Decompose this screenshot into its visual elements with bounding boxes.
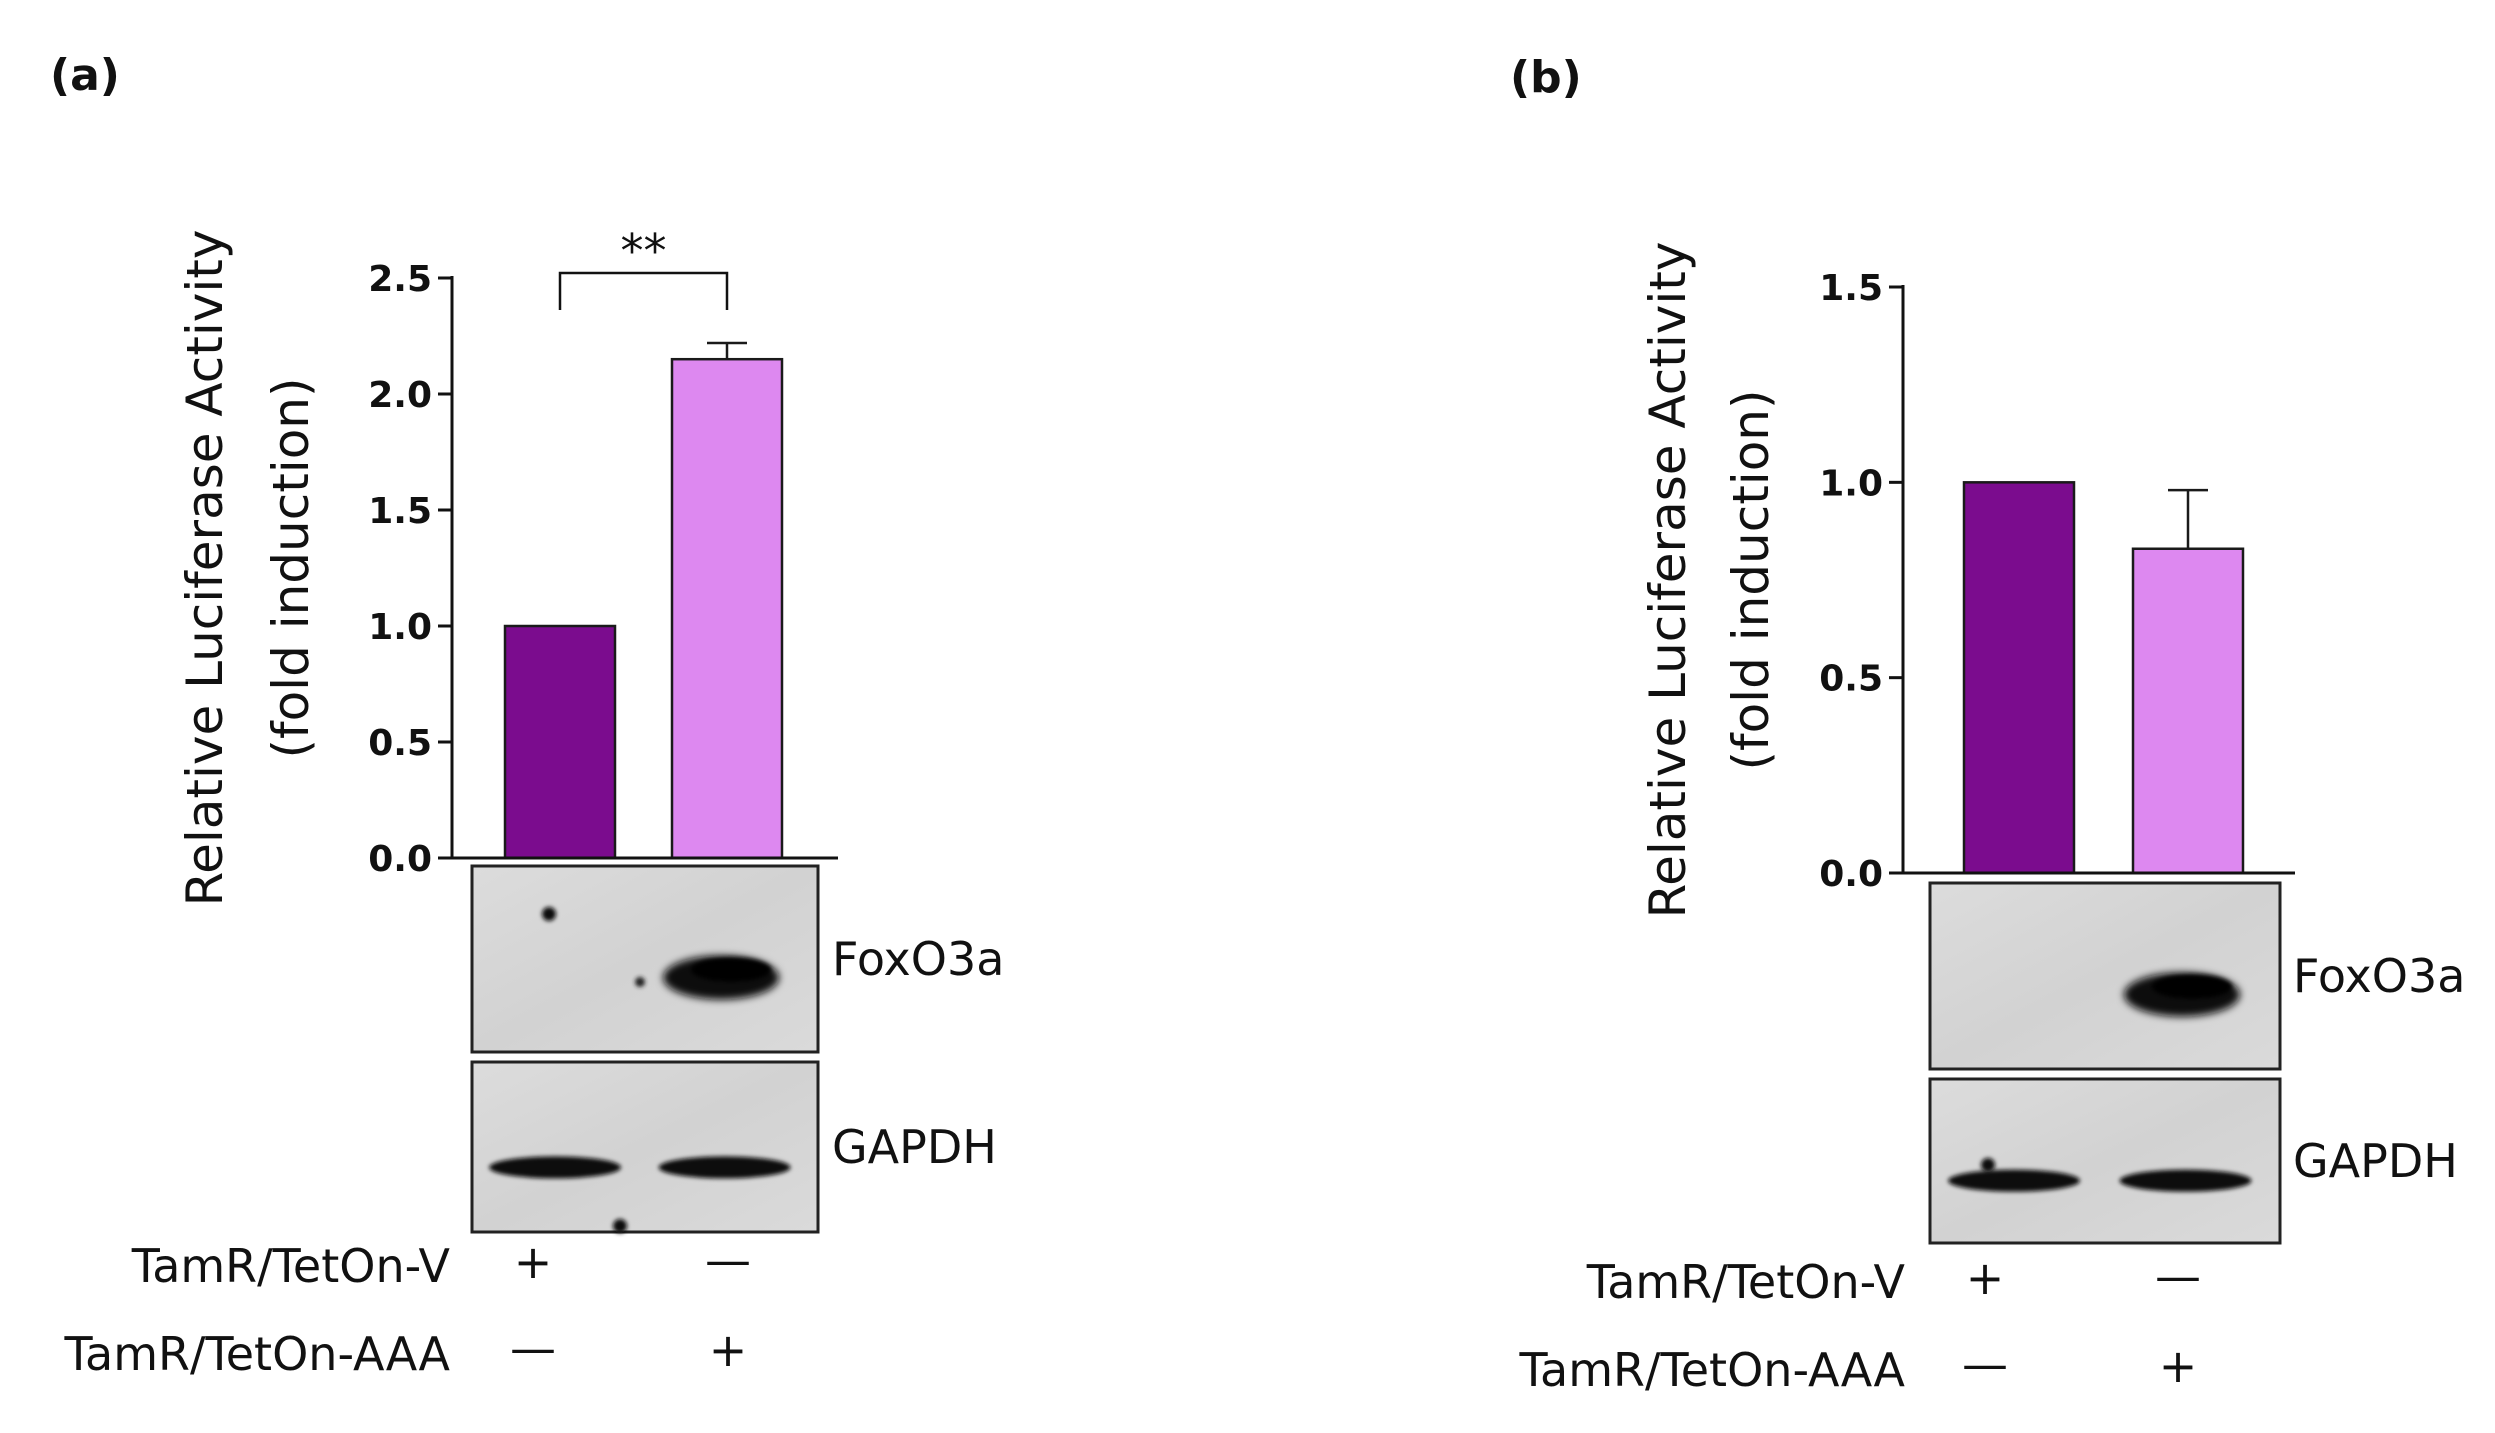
blot-band [658,1156,791,1179]
minus-sign: — [705,1233,751,1287]
y-axis-label-units: (fold induction) [1722,389,1780,770]
condition-label: TamR/TetOn-V [1586,1255,1906,1309]
blot-band [2119,1169,2252,1192]
blot-gapdh [1928,1077,2282,1245]
significance-marker: ** [621,224,667,278]
y-tick-label: 0.5 [368,723,432,764]
panel-label: (b) [1510,52,1582,103]
minus-sign: — [2155,1249,2201,1303]
plus-sign: + [709,1323,748,1377]
y-tick-label: 0.0 [1819,854,1883,895]
bar-2 [2131,547,2245,875]
blot-speck [613,1219,627,1233]
bar-1 [503,624,617,860]
y-axis-label: Relative Luciferase Activity [176,230,234,907]
blot-speck [542,907,556,921]
plus-sign: + [514,1235,553,1289]
blot-gapdh [470,1060,820,1234]
blot-band [1948,1169,2080,1192]
blot-label: GAPDH [832,1120,997,1174]
plus-sign: + [2159,1339,2198,1393]
bar-1 [1962,481,2076,875]
condition-label: TamR/TetOn-V [131,1239,451,1293]
y-tick-label: 1.0 [1819,463,1883,504]
plus-sign: + [1966,1251,2005,1305]
blot-label: FoxO3a [2293,949,2465,1003]
blot-speck [635,977,645,987]
y-tick-label: 2.0 [368,375,432,416]
blot-label: FoxO3a [832,932,1004,986]
significance-bracket [558,271,729,310]
y-tick-label: 1.0 [368,607,432,648]
y-tick-label: 2.5 [368,259,432,300]
y-axis-label: Relative Luciferase Activity [1639,242,1697,919]
condition-label: TamR/TetOn-AAA [1519,1343,1906,1397]
blot-foxo3a [1928,881,2282,1071]
minus-sign: — [510,1321,556,1375]
y-tick-label: 0.5 [1819,659,1883,700]
blot-band [489,1156,622,1179]
condition-label: TamR/TetOn-AAA [64,1327,451,1381]
blot-band-core [691,957,772,982]
y-tick-label: 1.5 [368,491,432,532]
panel-a: (a) Relative Luciferase Activity (fold ind… [50,50,1004,1381]
y-axis-label-units: (fold induction) [262,377,320,758]
blot-panel [1928,881,2282,1071]
blot-panel [470,1060,820,1234]
panel-label: (a) [50,50,120,101]
bar-2 [670,357,784,860]
blot-band-core [2152,974,2232,999]
panel-b: (b) Relative Luciferase Activity (fold ind… [1510,52,2465,1397]
blot-label: GAPDH [2293,1134,2458,1188]
minus-sign: — [1962,1337,2008,1391]
y-tick-label: 1.5 [1819,268,1883,309]
blot-speck [1981,1158,1995,1172]
y-tick-label: 0.0 [368,839,432,880]
blot-panel [470,864,820,1054]
blot-foxo3a [470,864,820,1054]
